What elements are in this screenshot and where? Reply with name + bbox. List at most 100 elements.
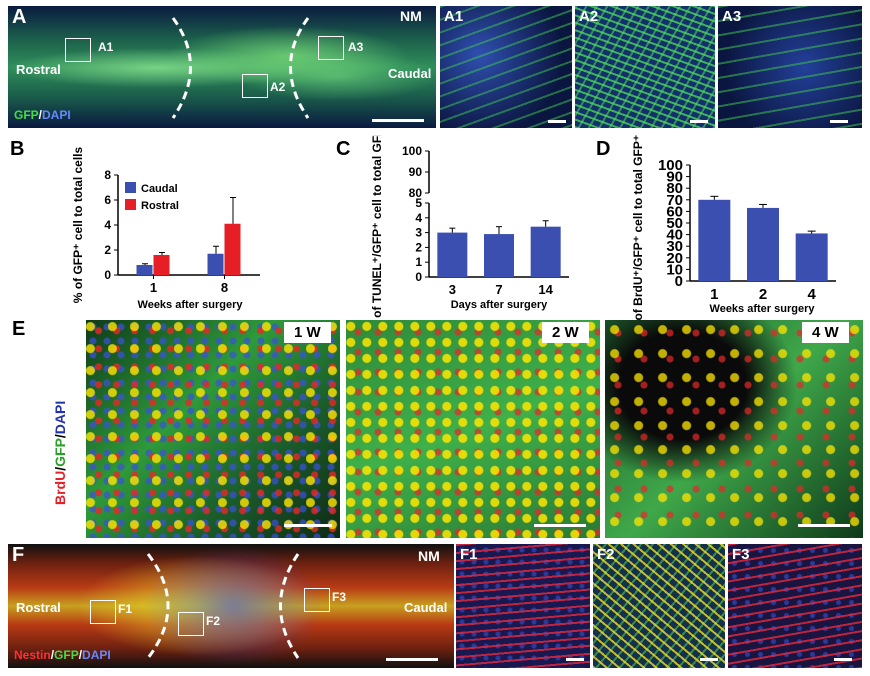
rostral-label-f: Rostral	[16, 600, 61, 615]
week-label-1w: 1 W	[284, 322, 331, 343]
roi-label-f1: F1	[118, 602, 133, 616]
bar-d	[698, 199, 731, 281]
inset-a1-image	[440, 6, 572, 128]
panel-letter-c: C	[336, 138, 351, 160]
panel-letter-b: B	[10, 138, 25, 160]
scale-bar-f1	[566, 658, 584, 661]
bar-c	[484, 234, 514, 277]
scale-bar-a	[372, 119, 424, 122]
inset-f1-image	[456, 544, 590, 668]
stain-brdu-e: BrdU	[52, 470, 68, 505]
x-tick-label-d: 4	[807, 286, 816, 303]
caudal-label-f: Caudal	[404, 600, 448, 615]
stain-dapi-e: DAPI	[52, 400, 68, 435]
bar-c	[530, 226, 561, 277]
x-tick-label-c: 14	[538, 282, 553, 297]
stain-legend-a: GFP/DAPI	[12, 108, 73, 122]
stain-legend-e: BrdU/GFP/DAPI	[52, 401, 68, 505]
roi-box-a2	[242, 74, 268, 98]
x-tick-label-d: 1	[710, 286, 718, 303]
scale-bar-f	[386, 658, 438, 661]
bar-b	[153, 255, 170, 275]
panel-letter-a: A	[12, 6, 27, 28]
y-tick-label-d: 50	[666, 215, 683, 232]
stain-sep-e2: /	[52, 434, 68, 439]
y-tick-label-c: 90	[409, 165, 423, 179]
x-tick-label-c: 7	[495, 282, 502, 297]
roi-box-f2	[178, 612, 204, 636]
y-tick-label-b: 2	[104, 243, 111, 257]
bar-d	[747, 207, 779, 281]
x-tick-label-b: 1	[150, 280, 157, 295]
stain-dapi-f: DAPI	[82, 648, 111, 662]
inset-f2-image	[593, 544, 725, 668]
y-tick-label-d: 70	[666, 192, 683, 209]
panel-a-overview-image	[8, 6, 436, 128]
week-label-2w: 2 W	[542, 322, 589, 343]
y-tick-label-b: 6	[104, 193, 111, 207]
legend-label-b: Caudal	[141, 183, 178, 195]
roi-label-a2: A2	[270, 80, 286, 94]
roi-box-a3	[318, 36, 344, 60]
stain-legend-f: Nestin/GFP/DAPI	[12, 648, 113, 662]
rostral-label-a: Rostral	[16, 62, 61, 77]
stain-gfp-a: GFP	[14, 108, 39, 122]
y-tick-label-b: 0	[104, 268, 111, 282]
legend-label-b: Rostral	[141, 200, 179, 212]
x-tick-label-c: 3	[449, 282, 456, 297]
y-tick-label-d: 30	[666, 238, 683, 255]
y-axis-title-d: % of BrdU⁺/GFP⁺ cell to total GFP⁺ cell	[631, 135, 645, 320]
stain-gfp-e: GFP	[52, 438, 68, 467]
inset-a3-image	[718, 6, 862, 128]
scale-bar-e1	[284, 524, 332, 527]
y-tick-label-b: 8	[104, 168, 111, 182]
y-tick-label-c: 0	[415, 270, 422, 284]
stain-sep-e1: /	[52, 466, 68, 471]
roi-label-f2: F2	[206, 614, 221, 628]
panel-e-2w-image	[346, 320, 600, 538]
x-tick-label-b: 8	[221, 280, 228, 295]
panel-f-overview-image	[8, 544, 454, 668]
y-axis-title-b: % of GFP⁺ cell to total cells	[71, 146, 85, 303]
inset-label-f1: F1	[460, 546, 478, 563]
stain-sep-f2: /	[78, 648, 83, 662]
roi-box-a1	[65, 38, 91, 62]
legend-swatch-b	[125, 199, 136, 210]
y-tick-label-d: 40	[666, 227, 683, 244]
stain-dapi-a: DAPI	[42, 108, 71, 122]
bar-d	[795, 233, 828, 281]
bar-b	[136, 265, 153, 275]
roi-box-f1	[90, 600, 116, 624]
x-axis-title-d: Weeks after surgery	[710, 303, 816, 315]
y-tick-label-d: 20	[666, 250, 683, 267]
y-tick-label-c: 5	[415, 196, 422, 210]
scale-bar-a3	[830, 120, 848, 123]
y-tick-label-c: 80	[409, 186, 423, 200]
stain-sep-a: /	[38, 108, 43, 122]
bar-b	[207, 253, 224, 275]
scale-bar-a1	[548, 120, 566, 123]
roi-label-a3: A3	[348, 40, 364, 54]
chart-b: 0 2 4 6 8 1 8 Weeks after surgery % of GFP⁺ cell…	[71, 146, 260, 311]
y-tick-label-c: 4	[415, 211, 422, 225]
y-tick-label-d: 0	[675, 273, 683, 290]
y-tick-label-c: 100	[402, 144, 422, 158]
scale-bar-f2	[700, 658, 718, 661]
x-axis-title-c: Days after surgery	[451, 299, 548, 311]
roi-label-f3: F3	[332, 590, 347, 604]
roi-label-a1: A1	[98, 40, 114, 54]
roi-box-f3	[304, 588, 330, 612]
scale-bar-a2	[690, 120, 708, 123]
y-tick-label-d: 100	[658, 157, 683, 174]
y-tick-label-d: 60	[666, 203, 683, 220]
stain-gfp-f: GFP	[54, 648, 79, 662]
caudal-label-a: Caudal	[388, 66, 432, 81]
nm-label-f: NM	[418, 548, 440, 564]
y-tick-label-d: 10	[666, 261, 683, 278]
inset-label-a3: A3	[722, 8, 742, 25]
inset-label-f3: F3	[732, 546, 750, 563]
stain-sep-f1: /	[50, 648, 55, 662]
y-tick-label-c: 3	[415, 226, 422, 240]
panel-letter-d: D	[596, 138, 611, 160]
